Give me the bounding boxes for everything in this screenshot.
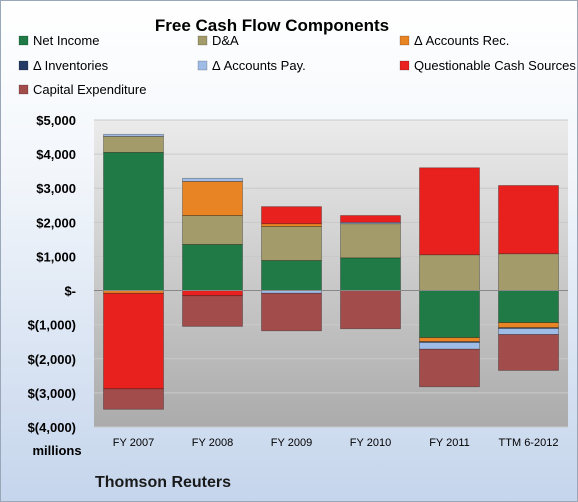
bar-segment (419, 342, 480, 350)
bar-segment (419, 254, 480, 291)
bar-segment (498, 328, 559, 335)
bar-segment (340, 290, 401, 330)
legend-label: Δ Accounts Pay. (212, 58, 306, 73)
bar-segment (498, 253, 559, 291)
bar-segment (261, 226, 322, 261)
bar-segment (182, 180, 243, 216)
legend-label: Δ Inventories (33, 58, 109, 73)
bar-segment (340, 215, 401, 223)
bar-segment (498, 185, 559, 255)
y-axis-label: millions (32, 443, 81, 458)
legend-swatch (197, 35, 208, 46)
bar-segment (182, 244, 243, 291)
bar-segment (261, 292, 322, 332)
bar-segment (182, 215, 243, 245)
bar-segment (419, 348, 480, 388)
legend-swatch (399, 35, 410, 46)
source-label: Thomson Reuters (95, 474, 231, 491)
chart-title: Free Cash Flow Components (155, 16, 389, 35)
bar-segment (419, 167, 480, 256)
y-tick-label: $1,000 (36, 249, 76, 264)
bar-segment (261, 223, 322, 227)
y-tick-label: $(4,000) (28, 420, 76, 435)
x-tick-label: FY 2008 (192, 437, 233, 449)
legend-swatch (18, 60, 29, 71)
legend-swatch (399, 60, 410, 71)
y-tick-label: $(1,000) (28, 318, 76, 333)
bar-segment (261, 206, 322, 225)
bar-segment (498, 334, 559, 371)
bar-segment (182, 290, 243, 297)
x-tick-label: FY 2011 (429, 437, 470, 449)
legend-label: Questionable Cash Sources (414, 58, 576, 73)
plot-area (94, 120, 568, 427)
x-tick-label: FY 2007 (113, 437, 154, 449)
x-tick-label: FY 2010 (350, 437, 391, 449)
bar-segment (182, 295, 243, 327)
bar-segment (340, 223, 401, 259)
y-tick-label: $- (64, 284, 76, 299)
y-tick-label: $(3,000) (28, 386, 76, 401)
y-tick-label: $4,000 (36, 147, 76, 162)
bar-segment (340, 257, 401, 291)
bar-segment (103, 388, 164, 410)
y-tick-label: $2,000 (36, 215, 76, 230)
y-tick-label: $5,000 (36, 113, 76, 128)
y-axis-tick-labels: $5,000 $4,000 $3,000 $2,000 $1,000 $- $(1,000)… (28, 113, 76, 435)
bar-segment (419, 337, 480, 343)
bar-segment (103, 292, 164, 390)
bar-segment (261, 260, 322, 291)
bar-segment (103, 133, 164, 137)
y-tick-label: $3,000 (36, 181, 76, 196)
y-tick-label: $(2,000) (28, 352, 76, 367)
bar-segment (498, 290, 559, 324)
x-tick-label: FY 2009 (271, 437, 312, 449)
bar-segment (103, 135, 164, 153)
legend-label: Capital Expenditure (33, 82, 146, 97)
legend: Net Income D&A Δ Accounts Rec. Δ Inventorie… (18, 33, 576, 97)
bars (103, 133, 559, 410)
legend-swatch (197, 60, 208, 71)
bar-segment (498, 322, 559, 329)
x-tick-label: TTM 6-2012 (499, 437, 559, 449)
legend-swatch (18, 84, 29, 95)
legend-label: Δ Accounts Rec. (414, 33, 509, 48)
legend-label: D&A (212, 33, 239, 48)
bar-segment (182, 177, 243, 182)
bar-segment (419, 290, 480, 339)
legend-swatch (18, 35, 29, 46)
x-axis-tick-labels: FY 2007 FY 2008 FY 2009 FY 2010 FY 2011 TTM 6… (113, 437, 559, 449)
bar-segment (103, 152, 164, 291)
legend-label: Net Income (33, 33, 99, 48)
